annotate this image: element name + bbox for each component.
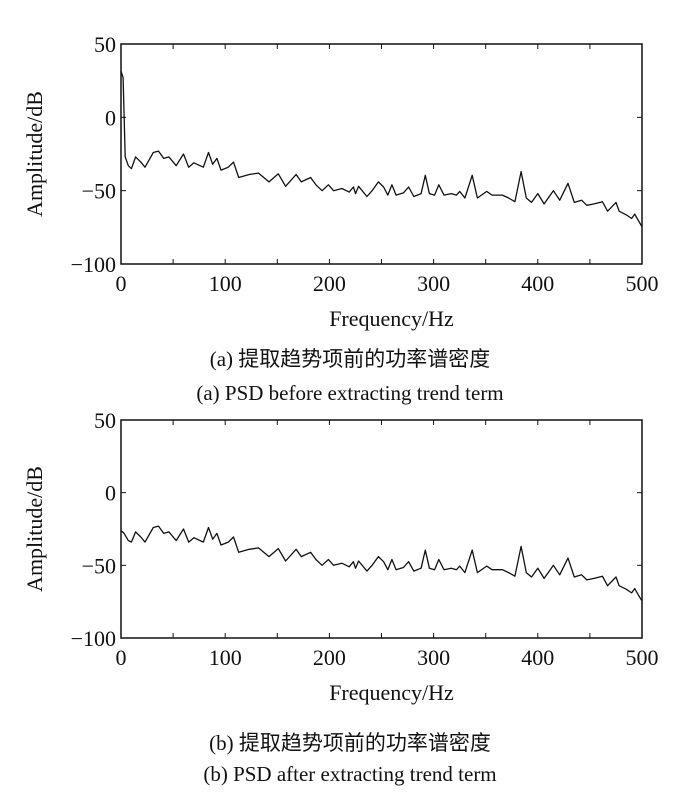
x-tick-label: 400: [521, 271, 554, 296]
caption-b-english: (b) PSD after extracting trend term: [203, 762, 497, 786]
y-axis-label: Amplitude/dB: [22, 91, 47, 217]
y-axis-label: Amplitude/dB: [22, 466, 47, 592]
chart-a: 0 100 200 300 400 500500−50−100Frequency/HzAm…: [22, 32, 659, 331]
x-tick-label: 500: [626, 645, 659, 670]
plot-frame: [120, 43, 643, 265]
y-tick-label: −100: [71, 626, 116, 651]
chart-b: 0 100 200 300 400 500500−50−100Frequency/HzAm…: [22, 408, 659, 705]
x-tick-label: 0: [116, 645, 127, 670]
x-axis-label: Frequency/Hz: [329, 306, 454, 331]
caption-a-english: (a) PSD before extracting trend term: [196, 381, 504, 405]
x-tick-label: 100: [209, 271, 242, 296]
x-tick-label: 300: [417, 645, 450, 670]
psd-line: [120, 525, 643, 602]
x-tick-label: 200: [313, 645, 346, 670]
x-tick-label: 400: [521, 645, 554, 670]
y-tick-label: 50: [94, 408, 116, 433]
x-tick-label: 300: [417, 271, 450, 296]
y-tick-label: 0: [105, 481, 116, 506]
x-tick-label: 200: [313, 271, 346, 296]
y-tick-label: −50: [82, 553, 116, 578]
x-axis-label: Frequency/Hz: [329, 680, 454, 705]
x-tick-label: 100: [209, 645, 242, 670]
y-tick-label: 0: [105, 105, 116, 130]
y-tick-label: −100: [71, 252, 116, 277]
y-tick-label: −50: [82, 179, 116, 204]
psd-line: [120, 70, 643, 227]
x-tick-label: 500: [626, 271, 659, 296]
caption-b-chinese: (b) 提取趋势项前的功率谱密度: [209, 731, 491, 755]
x-tick-label: 0: [116, 271, 127, 296]
plot-frame: [120, 419, 643, 639]
y-tick-label: 50: [94, 32, 116, 57]
caption-a-chinese: (a) 提取趋势项前的功率谱密度: [209, 347, 491, 371]
